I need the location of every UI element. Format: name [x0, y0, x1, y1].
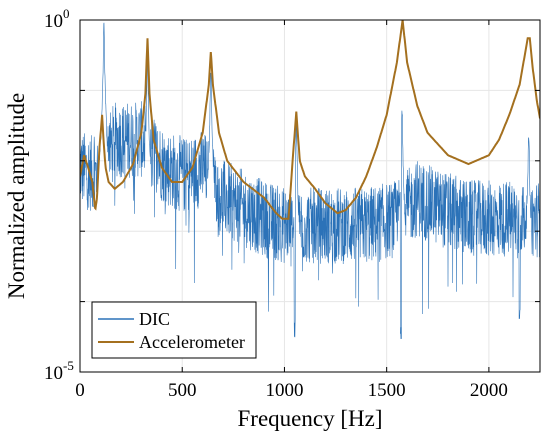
axes-box: [79, 19, 541, 373]
series-line-accelerometer: [80, 20, 540, 220]
y-tick-label: 10-5: [44, 358, 74, 384]
x-tick-label: 500: [168, 380, 197, 401]
series-line-dic: [80, 22, 540, 340]
ticks: 0 500 1000 1500 2000 10-5 100: [44, 6, 540, 401]
x-axis-label: Frequency [Hz]: [238, 406, 383, 431]
legend-label-accelerometer: Accelerometer: [139, 332, 245, 352]
legend: DIC Accelerometer: [91, 301, 257, 359]
x-tick-label: 1500: [368, 380, 406, 401]
y-tick-label: 100: [44, 6, 70, 32]
legend-box: [91, 301, 257, 359]
x-tick-label: 1000: [265, 380, 303, 401]
x-tick-label: 2000: [470, 380, 508, 401]
series-layer: [80, 20, 540, 340]
legend-label-dic: DIC: [139, 309, 170, 329]
x-tick-label: 0: [75, 380, 85, 401]
y-axis-label: Normalized amplitude: [4, 93, 29, 299]
